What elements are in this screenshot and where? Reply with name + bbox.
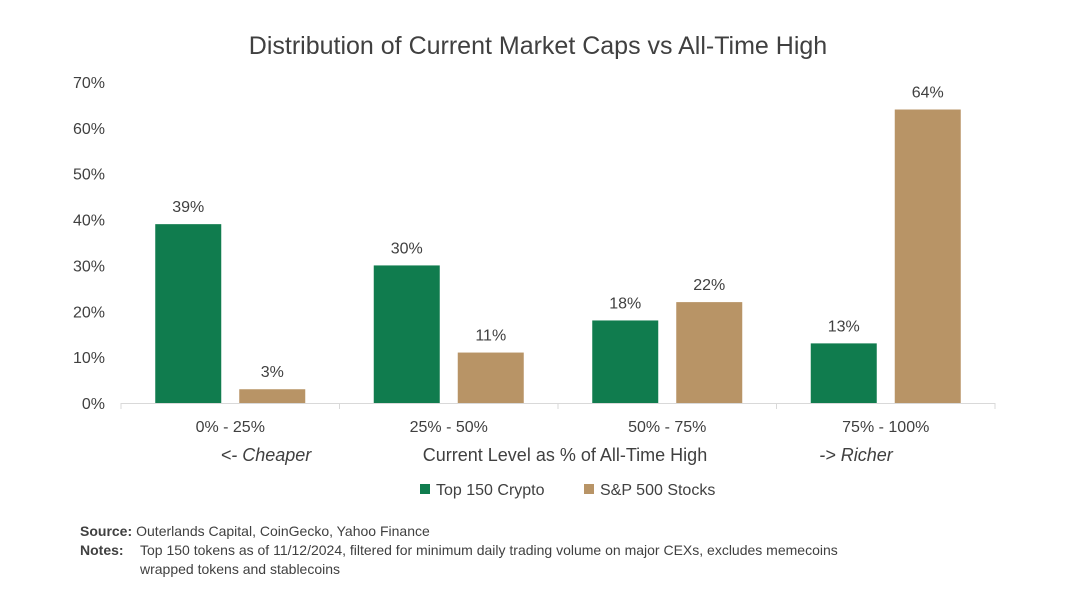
bar-sp500 (676, 302, 743, 403)
x-tick-label: 25% - 50% (410, 419, 488, 436)
data-label: 30% (391, 240, 423, 257)
source-row: Source: Outerlands Capital, CoinGecko, Y… (80, 522, 838, 541)
bar-sp500 (894, 109, 961, 403)
data-label: 11% (475, 328, 506, 345)
data-label: 39% (172, 199, 204, 216)
y-tick-label: 10% (73, 350, 105, 367)
data-label: 22% (693, 277, 725, 294)
data-label: 13% (828, 318, 860, 335)
notes-text: Top 150 tokens as of 11/12/2024, filtere… (140, 541, 838, 579)
legend-label: Top 150 Crypto (436, 482, 545, 499)
legend-swatch (420, 484, 430, 494)
y-tick-label: 50% (73, 167, 105, 184)
data-label: 64% (912, 85, 944, 102)
bar-sp500 (239, 389, 306, 403)
source-label: Source: (80, 523, 133, 539)
legend-label: S&P 500 Stocks (600, 482, 715, 499)
x-tick-label: 75% - 100% (842, 419, 929, 436)
notes-row: Notes: Top 150 tokens as of 11/12/2024, … (80, 541, 838, 579)
y-tick-label: 30% (73, 258, 105, 275)
bar-crypto (373, 265, 440, 403)
legend-swatch (584, 484, 594, 494)
data-label: 3% (261, 364, 284, 381)
notes-line-2: wrapped tokens and stablecoins (140, 561, 341, 577)
x-tick-label: 0% - 25% (196, 419, 265, 436)
y-tick-label: 60% (73, 121, 105, 138)
y-tick-label: 40% (73, 213, 105, 230)
x-tick-label: 50% - 75% (628, 419, 706, 436)
x-annotation-cheaper: <- Cheaper (221, 445, 313, 465)
x-annotation-richer: -> Richer (819, 445, 894, 465)
chart-title: Distribution of Current Market Caps vs A… (249, 32, 827, 60)
x-axis-title: Current Level as % of All-Time High (423, 445, 707, 465)
notes-line-1: Top 150 tokens as of 11/12/2024, filtere… (140, 542, 838, 558)
source-text: Outerlands Capital, CoinGecko, Yahoo Fin… (136, 523, 430, 539)
bar-sp500 (457, 352, 524, 403)
data-label: 18% (609, 295, 641, 312)
footer: Source: Outerlands Capital, CoinGecko, Y… (80, 522, 838, 579)
chart: Distribution of Current Market Caps vs A… (73, 32, 996, 499)
bar-crypto (592, 320, 659, 403)
bar-crypto (810, 343, 877, 403)
y-tick-label: 20% (73, 304, 105, 321)
notes-label: Notes: (80, 542, 124, 558)
bar-crypto (155, 224, 222, 403)
y-tick-label: 0% (82, 396, 105, 413)
y-tick-label: 70% (73, 75, 105, 92)
